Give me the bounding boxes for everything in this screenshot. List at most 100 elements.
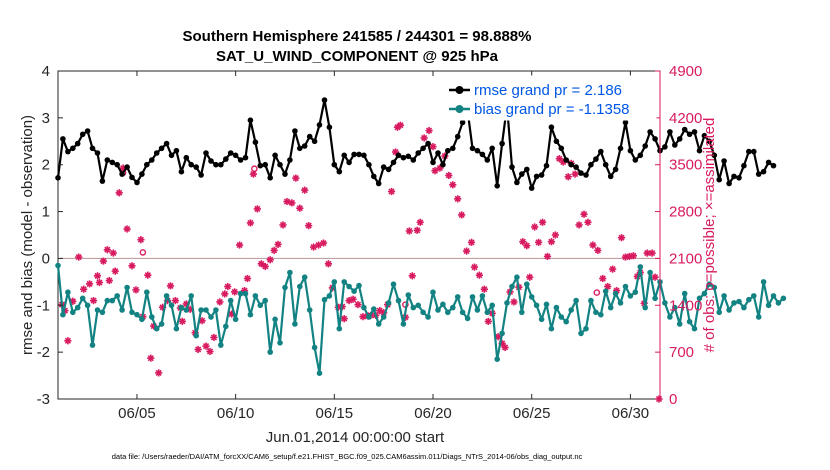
right-tick-label: 4900	[669, 63, 702, 80]
obs-assimilated-series	[58, 121, 663, 403]
obs-assimilated-point	[324, 260, 333, 268]
rmse-point	[385, 166, 392, 173]
bias-point	[282, 284, 288, 291]
rmse-point	[232, 152, 239, 159]
rmse-point	[124, 164, 130, 170]
bias-point	[336, 325, 343, 332]
rmse-point	[425, 140, 431, 147]
obs-asterisk-stroke	[575, 221, 583, 229]
obs-assimilated-point	[231, 288, 239, 296]
rmse-point	[203, 150, 209, 156]
obs-asterisk-stroke	[458, 211, 465, 219]
rmse-point	[336, 168, 343, 175]
bias-point	[331, 279, 338, 285]
obs-asterisk-stroke	[128, 262, 136, 269]
bias-point	[598, 311, 604, 318]
bias-point	[361, 304, 367, 311]
bias-point	[178, 304, 185, 311]
bias-point	[149, 314, 155, 320]
bias-point	[129, 309, 135, 316]
obs-assimilated-point	[480, 285, 488, 293]
rmse-point	[543, 162, 550, 169]
obs-assimilated-point	[651, 273, 659, 281]
rmse-point	[193, 164, 199, 170]
bias-point	[74, 304, 81, 311]
bias-point	[89, 342, 96, 348]
rmse-point	[459, 119, 466, 126]
obs-asterisk-stroke	[535, 239, 542, 246]
bias-point	[390, 281, 397, 288]
obs-assimilated-point	[111, 267, 119, 275]
bias-point	[583, 325, 589, 332]
obs-asterisk-stroke	[216, 298, 223, 306]
left-tick-label: 1	[42, 204, 50, 221]
obs-assimilated-point	[599, 274, 607, 283]
rmse-point	[558, 145, 565, 152]
rmse-point	[573, 164, 579, 170]
rmse-point	[375, 180, 382, 187]
bias-point	[578, 330, 584, 337]
chart-title-line2: SAT_U_WIND_COMPONENT @ 925 hPa	[216, 48, 499, 65]
rmse-point	[632, 157, 639, 163]
bias-point	[341, 279, 348, 285]
obs-assimilated-point	[387, 187, 396, 196]
rmse-point	[652, 136, 658, 142]
right-tick-label: 0	[669, 391, 677, 408]
obs-asterisk-stroke	[414, 227, 421, 234]
rmse-point	[346, 159, 352, 166]
bias-point	[711, 284, 718, 291]
obs-asterisk-stroke	[449, 181, 456, 188]
obs-asterisk-stroke	[210, 334, 218, 341]
rmse-point	[134, 179, 140, 186]
obs-asterisk-stroke	[116, 189, 123, 196]
bias-line	[56, 265, 785, 375]
bias-point	[632, 289, 639, 296]
obs-asterisk-stroke	[618, 234, 625, 241]
obs-assimilated-point	[420, 134, 428, 142]
footer-datafile: data file: /Users/raeder/DAI/ATM_forcXX/…	[112, 452, 583, 461]
bias-point	[306, 307, 313, 313]
obs-asterisk-stroke	[481, 286, 488, 293]
rmse-point	[287, 157, 293, 163]
obs-assimilated-point	[95, 278, 104, 287]
rmse-point	[726, 180, 732, 187]
obs-asterisk-stroke	[172, 297, 179, 304]
rmse-point	[242, 154, 249, 161]
obs-assimilated-point	[93, 272, 102, 280]
rmse-point	[415, 150, 422, 156]
bias-point	[158, 321, 165, 327]
bias-point	[198, 307, 204, 313]
obs-asterisk-stroke	[589, 241, 596, 249]
rmse-point	[499, 140, 505, 147]
bias-point	[366, 314, 372, 320]
rmse-point	[149, 157, 155, 163]
obs-assimilated-point	[571, 170, 579, 178]
obs-asterisk-stroke	[644, 249, 651, 257]
obs-asterisk-stroke	[247, 219, 254, 227]
rmse-point	[173, 147, 180, 154]
rmse-point	[395, 152, 402, 159]
bias-point	[775, 300, 782, 306]
left-tick-label: 4	[42, 63, 50, 80]
obs-assimilated-point	[445, 171, 453, 180]
obs-assimilated-point	[551, 231, 559, 239]
bias-point	[173, 325, 180, 332]
left-tick-label: 2	[42, 157, 50, 174]
obs-asterisk-stroke	[64, 337, 71, 344]
rmse-point	[548, 124, 555, 130]
obs-assimilated-point	[526, 273, 534, 281]
bias-point	[287, 269, 293, 276]
bias-point	[454, 294, 461, 300]
obs-asterisk-stroke	[609, 266, 616, 273]
bias-point	[356, 282, 362, 289]
obs-assimilated-point	[243, 274, 252, 283]
x-axis-label: Jun.01,2014 00:00:00 start	[266, 429, 445, 446]
obs-asterisk-stroke	[604, 283, 611, 290]
rmse-point	[642, 143, 648, 149]
bias-point	[371, 306, 377, 312]
obs-asterisk-stroke	[495, 333, 502, 340]
rmse-point	[533, 173, 540, 180]
bias-point	[617, 300, 624, 306]
rmse-point	[435, 150, 441, 156]
bias-point	[257, 302, 264, 309]
